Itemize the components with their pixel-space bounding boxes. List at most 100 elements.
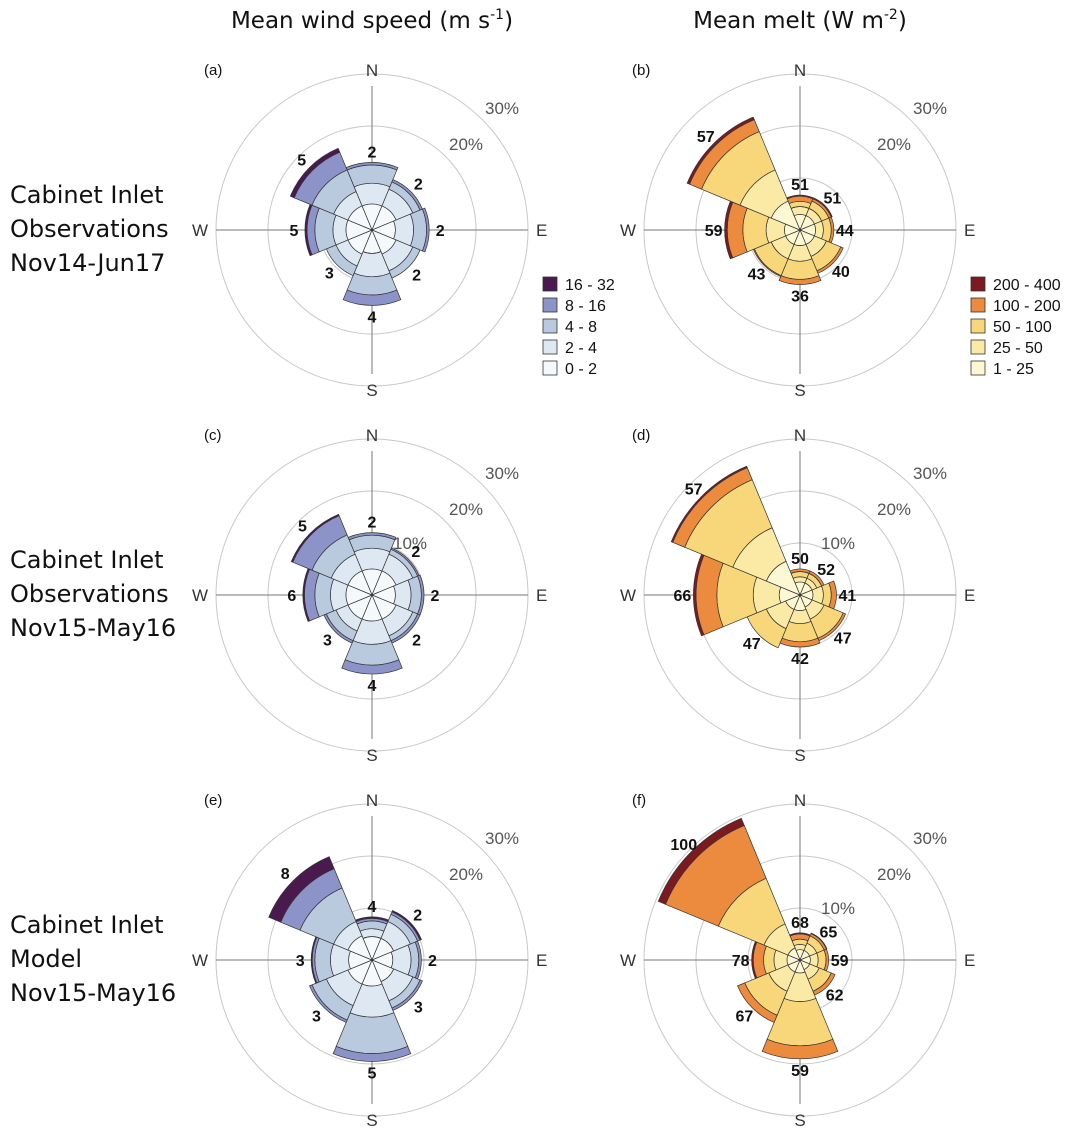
panel-c: 10% 20%30% N S E W (c) 2 2 2 2 4 3 6 5 <box>192 426 547 765</box>
compass-e: E <box>964 586 975 605</box>
bar-label-E: 2 <box>428 953 437 970</box>
compass-n: N <box>366 791 378 810</box>
bar-label-NW: 5 <box>298 518 307 535</box>
bar-label-NE: 2 <box>414 177 423 194</box>
panel-f: 10% 20%30% N S E W (f) 68 65 59 62 59 67 78 100 <box>620 791 975 1130</box>
bar-label-E: 2 <box>431 588 440 605</box>
legend-swatch <box>970 276 986 292</box>
bar-label-SW: 47 <box>743 636 761 653</box>
ring-label-30pct: 30% <box>913 99 947 118</box>
bar-label-SW: 67 <box>736 1009 754 1026</box>
legend-entry: 2 - 4 <box>565 340 597 357</box>
compass-w: W <box>620 951 636 970</box>
panel-tag: (e) <box>204 792 222 809</box>
compass-n: N <box>366 61 378 80</box>
bar-label-W: 3 <box>296 953 305 970</box>
legend-melt: 200 - 400 100 - 200 50 - 100 25 - 50 1 - 25 <box>970 276 1061 378</box>
compass-s: S <box>366 381 377 400</box>
bar-label-SE: 40 <box>832 264 850 281</box>
panel-e: 20%30% N S E W (e) 4 2 2 3 5 3 3 8 <box>192 791 547 1130</box>
bar-label-N: 2 <box>368 144 377 161</box>
bar-label-SW: 3 <box>312 1009 321 1026</box>
ring-label-20pct: 20% <box>449 865 483 884</box>
sector-S-bin-4 <box>761 1038 839 1060</box>
bar-label-S: 5 <box>368 1065 377 1082</box>
bar-label-SW: 43 <box>748 266 766 283</box>
ring-label-20pct: 20% <box>877 865 911 884</box>
bar-label-N: 51 <box>791 177 809 194</box>
ring-label-10pct: 10% <box>821 534 855 553</box>
ring-label-30pct: 30% <box>485 464 519 483</box>
ring-label-10pct: 10% <box>393 534 427 553</box>
sector-NE-bin-5 <box>810 932 828 950</box>
sector-E-bin-3 <box>816 949 827 971</box>
bar-label-SE: 3 <box>414 999 423 1016</box>
legend-swatch <box>970 318 986 334</box>
sector-NW-bin-5 <box>289 147 341 199</box>
bar-label-S: 4 <box>368 678 377 695</box>
compass-e: E <box>536 221 547 240</box>
ring-label-30pct: 30% <box>913 464 947 483</box>
row-label-3-line-1: Cabinet Inlet <box>10 911 164 939</box>
compass-e: E <box>536 951 547 970</box>
ring-label-20pct: 20% <box>877 500 911 519</box>
sector-SW-bin-4 <box>737 982 778 1023</box>
legend-swatch <box>970 360 986 376</box>
bar-label-NW: 57 <box>685 482 703 499</box>
compass-n: N <box>794 426 806 445</box>
bar-label-SE: 62 <box>826 988 844 1005</box>
bar-label-N: 50 <box>791 551 809 568</box>
sector-E-bin-4 <box>421 207 430 253</box>
panel-b: 20%30% N S E W (b) 51 51 44 40 36 43 59 57 <box>620 61 975 400</box>
sector-NW-bin-5 <box>268 856 335 923</box>
sector-S-bin-4 <box>342 289 402 306</box>
sector-S-bin-4 <box>778 275 822 285</box>
sector-S-bin-4 <box>341 659 403 675</box>
legend-swatch <box>970 339 986 355</box>
row-label-2-line-3: Nov15-May16 <box>10 614 176 642</box>
bar-label-SW: 3 <box>323 633 332 650</box>
legend-swatch <box>542 339 558 355</box>
legend-swatch <box>970 297 986 313</box>
panel-tag: (b) <box>632 62 650 79</box>
sector-S-bin-3 <box>344 640 400 666</box>
row-label-1-line-2: Observations <box>10 215 169 243</box>
bar-label-S: 4 <box>368 309 377 326</box>
bar-label-S: 59 <box>791 1063 809 1080</box>
sector-W-bin-3 <box>763 945 777 975</box>
sector-N-bin-4 <box>345 162 399 171</box>
sector-NW-bin-5 <box>290 513 340 563</box>
sector-SW-bin-4 <box>309 984 348 1023</box>
bar-label-E: 44 <box>836 223 854 240</box>
legend-swatch <box>542 276 558 292</box>
compass-e: E <box>964 221 975 240</box>
bar-label-E: 41 <box>839 588 857 605</box>
bar-label-N: 4 <box>368 899 377 916</box>
bar-label-NE: 2 <box>413 907 422 924</box>
row-label-3-line-2: Model <box>10 945 82 973</box>
legend-entry: 200 - 400 <box>993 277 1061 294</box>
bar-label-E: 59 <box>831 953 849 970</box>
bar-label-W: 6 <box>287 588 296 605</box>
panel-tag: (c) <box>204 427 222 444</box>
bar-label-W: 78 <box>732 953 750 970</box>
compass-s: S <box>366 746 377 765</box>
sector-W-bin-2 <box>332 214 349 246</box>
legend-entry: 1 - 25 <box>993 361 1034 378</box>
bar-label-NE: 65 <box>819 925 837 942</box>
legend-entry: 100 - 200 <box>993 298 1061 315</box>
sector-NW-bin-5 <box>670 465 748 543</box>
panel-tag: (d) <box>632 427 650 444</box>
panel-tag: (a) <box>204 62 222 79</box>
legend-entry: 25 - 50 <box>993 340 1043 357</box>
sector-NW-bin-5 <box>686 116 755 185</box>
bar-label-W: 66 <box>674 588 692 605</box>
bar-label-NE: 52 <box>817 562 835 579</box>
bar-label-W: 5 <box>289 223 298 240</box>
legend-swatch <box>542 297 558 313</box>
ring-label-30pct: 30% <box>485 99 519 118</box>
bar-label-E: 2 <box>436 223 445 240</box>
compass-s: S <box>794 381 805 400</box>
